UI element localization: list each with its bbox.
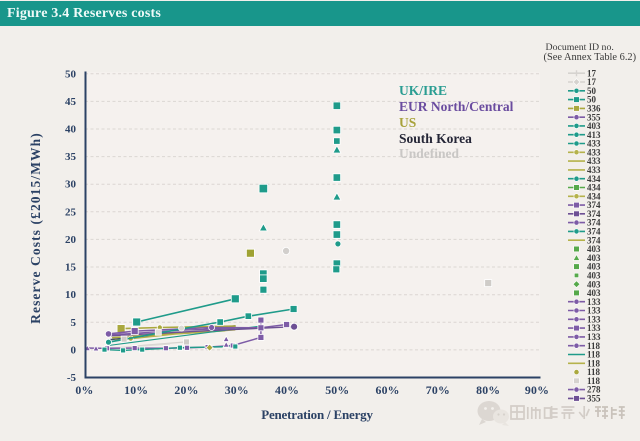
svg-text:17: 17 bbox=[587, 68, 597, 78]
svg-text:Document ID no.: Document ID no. bbox=[546, 42, 614, 53]
svg-text:355: 355 bbox=[587, 394, 601, 404]
svg-text:50: 50 bbox=[65, 68, 77, 80]
svg-text:278: 278 bbox=[587, 385, 601, 395]
svg-text:80%: 80% bbox=[476, 383, 500, 397]
svg-text:Undefined: Undefined bbox=[399, 146, 460, 161]
svg-text:433: 433 bbox=[587, 165, 601, 175]
svg-text:50: 50 bbox=[587, 95, 597, 105]
svg-text:-5: -5 bbox=[67, 372, 77, 384]
svg-text:EUR North/Central: EUR North/Central bbox=[399, 99, 514, 114]
svg-text:20: 20 bbox=[65, 234, 77, 246]
svg-text:0: 0 bbox=[71, 344, 77, 356]
svg-text:133: 133 bbox=[587, 323, 601, 333]
svg-text:118: 118 bbox=[587, 358, 601, 368]
svg-text:433: 433 bbox=[587, 139, 601, 149]
svg-text:35: 35 bbox=[65, 151, 77, 163]
svg-text:30: 30 bbox=[65, 179, 77, 191]
svg-text:10: 10 bbox=[65, 289, 77, 301]
svg-text:40: 40 bbox=[65, 124, 77, 136]
svg-text:374: 374 bbox=[587, 200, 601, 210]
svg-text:133: 133 bbox=[587, 314, 601, 324]
svg-text:403: 403 bbox=[587, 279, 601, 289]
svg-text:5: 5 bbox=[71, 317, 77, 329]
svg-text:70%: 70% bbox=[426, 383, 450, 397]
svg-text:133: 133 bbox=[587, 297, 601, 307]
svg-text:374: 374 bbox=[587, 235, 601, 245]
svg-text:Penetration / Energy: Penetration / Energy bbox=[261, 407, 373, 422]
svg-text:17: 17 bbox=[587, 77, 597, 87]
svg-text:434: 434 bbox=[587, 191, 601, 201]
svg-text:40%: 40% bbox=[275, 383, 299, 397]
svg-text:403: 403 bbox=[587, 244, 601, 254]
svg-text:403: 403 bbox=[587, 271, 601, 281]
svg-text:133: 133 bbox=[587, 332, 601, 342]
svg-text:374: 374 bbox=[587, 218, 601, 228]
svg-text:10%: 10% bbox=[124, 383, 148, 397]
svg-text:45: 45 bbox=[65, 96, 77, 108]
svg-text:US: US bbox=[399, 115, 416, 130]
svg-text:374: 374 bbox=[587, 209, 601, 219]
svg-text:403: 403 bbox=[587, 262, 601, 272]
svg-text:15: 15 bbox=[65, 262, 77, 274]
svg-text:118: 118 bbox=[587, 367, 601, 377]
svg-text:25: 25 bbox=[65, 206, 77, 218]
svg-text:30%: 30% bbox=[225, 383, 249, 397]
svg-text:403: 403 bbox=[587, 253, 601, 263]
svg-text:403: 403 bbox=[587, 121, 601, 131]
svg-text:336: 336 bbox=[587, 104, 601, 114]
svg-text:Reserve Costs (£2015/MWh): Reserve Costs (£2015/MWh) bbox=[28, 132, 43, 324]
svg-text:60%: 60% bbox=[375, 383, 399, 397]
svg-text:0%: 0% bbox=[75, 383, 93, 397]
svg-text:20%: 20% bbox=[174, 383, 198, 397]
svg-text:403: 403 bbox=[587, 288, 601, 298]
svg-text:433: 433 bbox=[587, 156, 601, 166]
svg-text:50: 50 bbox=[587, 86, 597, 96]
svg-text:374: 374 bbox=[587, 227, 601, 237]
svg-text:90%: 90% bbox=[525, 383, 549, 397]
svg-text:UK/IRE: UK/IRE bbox=[399, 83, 447, 98]
svg-text:(See Annex Table 6.2): (See Annex Table 6.2) bbox=[544, 52, 637, 63]
svg-text:355: 355 bbox=[587, 112, 601, 122]
svg-text:434: 434 bbox=[587, 174, 601, 184]
svg-text:South Korea: South Korea bbox=[399, 131, 472, 146]
svg-text:118: 118 bbox=[587, 350, 601, 360]
svg-text:433: 433 bbox=[587, 147, 601, 157]
svg-text:118: 118 bbox=[587, 341, 601, 351]
svg-text:434: 434 bbox=[587, 183, 601, 193]
svg-text:50%: 50% bbox=[325, 383, 349, 397]
svg-text:413: 413 bbox=[587, 130, 601, 140]
svg-text:118: 118 bbox=[587, 376, 601, 386]
svg-text:133: 133 bbox=[587, 306, 601, 316]
